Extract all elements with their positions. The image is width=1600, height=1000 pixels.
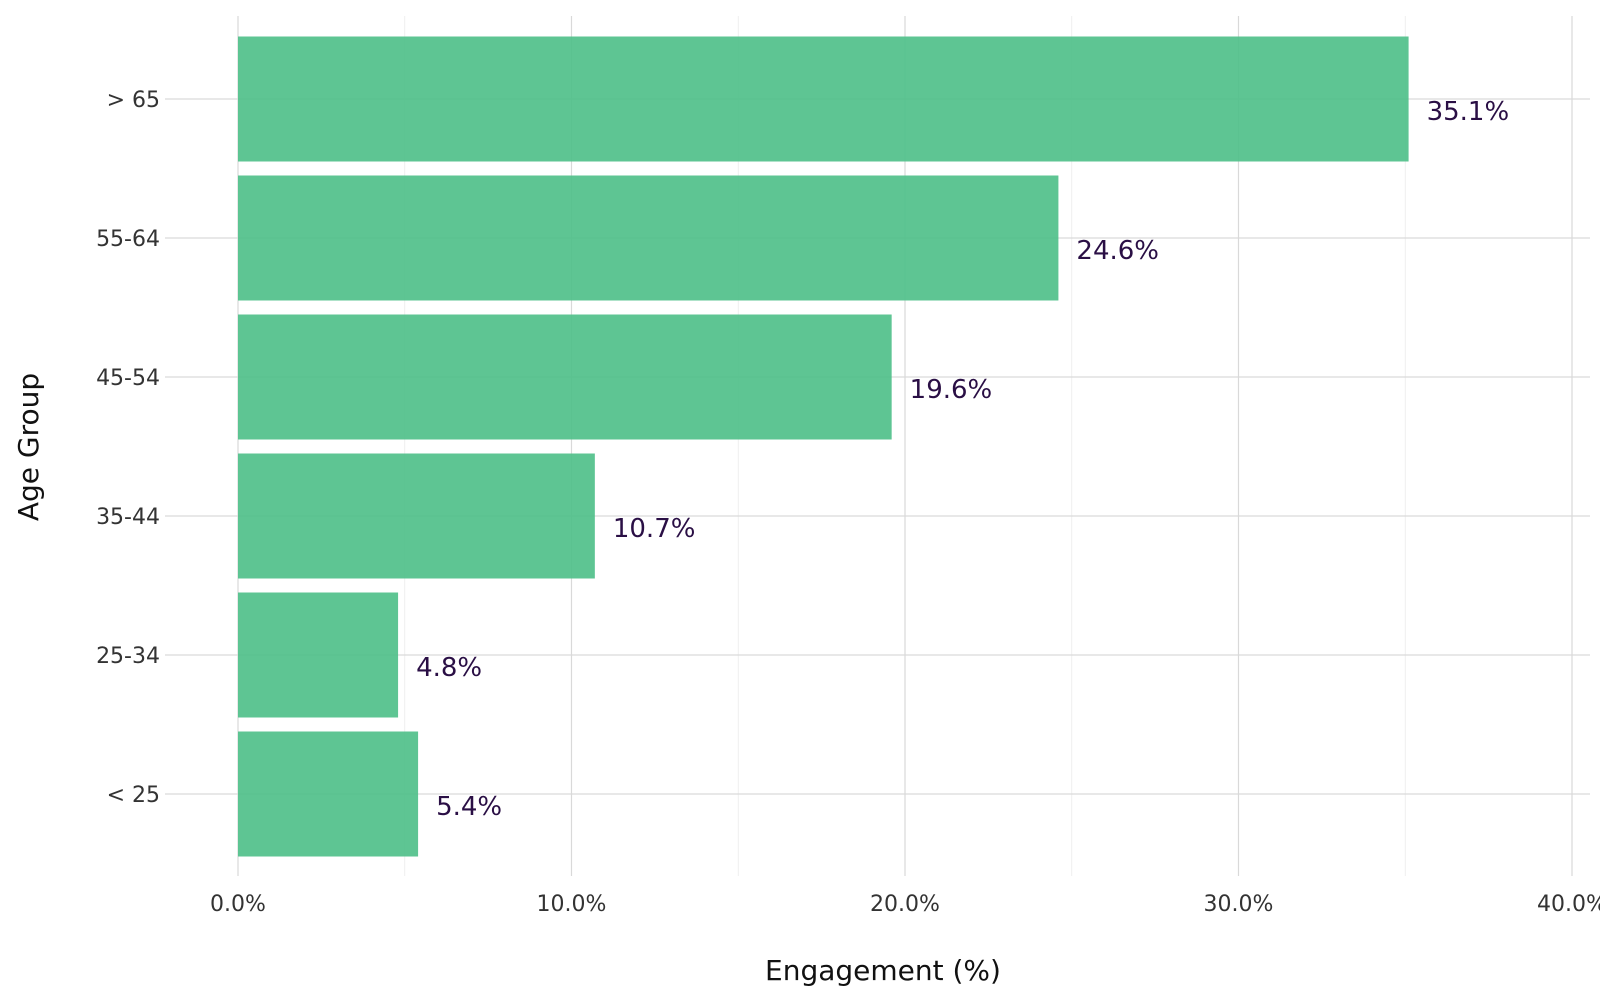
x-axis-ticks: 0.0% 10.0% 20.0% 30.0% 40.0% xyxy=(210,892,1600,917)
bar-value-label: 24.6% xyxy=(1076,236,1159,266)
y-tick-label: 45-54 xyxy=(96,366,160,391)
bar-value-label: 10.7% xyxy=(613,514,696,544)
bar-45-54 xyxy=(238,314,892,440)
bar-value-label: 35.1% xyxy=(1427,97,1510,127)
bar-35-44 xyxy=(238,453,595,579)
bar-value-label: 5.4% xyxy=(436,792,502,822)
y-tick-label: > 65 xyxy=(107,88,160,113)
y-tick-label: 55-64 xyxy=(96,227,160,252)
bar-value-label: 4.8% xyxy=(416,653,482,683)
y-axis-title: Age Group xyxy=(12,373,45,521)
bars xyxy=(238,36,1409,857)
data-labels: 35.1% 24.6% 19.6% 10.7% 4.8% 5.4% xyxy=(416,97,1509,822)
y-axis-ticks: > 65 55-64 45-54 35-44 25-34 < 25 xyxy=(96,88,160,808)
y-tick-label: < 25 xyxy=(107,783,160,808)
x-tick-label: 40.0% xyxy=(1537,892,1600,917)
bar-55-64 xyxy=(238,175,1059,301)
x-tick-label: 30.0% xyxy=(1204,892,1274,917)
bar-value-label: 19.6% xyxy=(910,375,993,405)
x-axis-title: Engagement (%) xyxy=(765,954,1001,987)
x-tick-label: 20.0% xyxy=(870,892,940,917)
bar-65 xyxy=(238,36,1409,162)
x-tick-label: 10.0% xyxy=(537,892,607,917)
bar-25-34 xyxy=(238,592,399,718)
bar-25 xyxy=(238,731,419,857)
y-tick-label: 35-44 xyxy=(96,505,160,530)
x-tick-label: 0.0% xyxy=(210,892,266,917)
y-tick-label: 25-34 xyxy=(96,644,160,669)
